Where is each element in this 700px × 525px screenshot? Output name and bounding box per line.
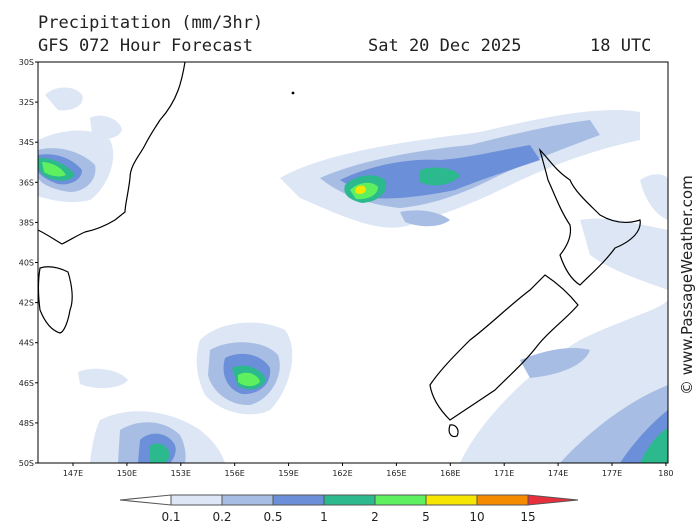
lon-label: 174E	[548, 469, 568, 478]
lon-label: 177E	[602, 469, 622, 478]
legend-label: 0.1	[161, 510, 180, 524]
legend-label: 10	[469, 510, 484, 524]
lon-label: 168E	[440, 469, 460, 478]
legend-swatch	[374, 494, 427, 506]
lat-label: 42S	[19, 299, 34, 308]
lat-label: 44S	[19, 339, 34, 348]
map-title: Precipitation (mm/3hr)	[38, 13, 264, 33]
legend-label: 0.2	[212, 510, 231, 524]
legend-swatch	[170, 494, 223, 506]
legend-label: 15	[520, 510, 535, 524]
legend-swatch	[323, 494, 376, 506]
lon-label: 153E	[171, 469, 191, 478]
legend-swatch	[221, 494, 274, 506]
legend-swatch	[272, 494, 325, 506]
legend-label: 2	[371, 510, 379, 524]
lon-label: 162E	[332, 469, 352, 478]
lon-label: 156E	[225, 469, 245, 478]
lon-label: 159E	[278, 469, 298, 478]
lat-label: 32S	[19, 98, 34, 107]
legend-swatch	[476, 494, 529, 506]
forecast-date: Sat 20 Dec 2025	[368, 36, 522, 56]
forecast-label: GFS 072 Hour Forecast	[38, 36, 253, 56]
lat-label: 36S	[19, 178, 34, 187]
legend-swatch	[425, 494, 478, 506]
legend-swatch	[527, 494, 579, 506]
lon-label: 165E	[386, 469, 406, 478]
lon-label: 180	[658, 469, 673, 478]
lat-label: 50S	[19, 459, 34, 468]
lat-label: 34S	[19, 138, 34, 147]
lon-label: 171E	[494, 469, 514, 478]
coastline	[38, 62, 641, 438]
legend-label: 5	[422, 510, 430, 524]
lon-label: 150E	[117, 469, 137, 478]
lat-label: 46S	[19, 379, 34, 388]
lat-label: 40S	[19, 259, 34, 268]
legend-swatch	[119, 494, 172, 506]
lat-label: 38S	[19, 218, 34, 227]
lat-label: 48S	[19, 419, 34, 428]
lon-label: 147E	[63, 469, 83, 478]
legend-label: 1	[320, 510, 328, 524]
forecast-time: 18 UTC	[590, 36, 652, 56]
legend-label: 0.5	[263, 510, 282, 524]
lat-label: 30S	[19, 58, 34, 67]
precipitation-field	[38, 87, 668, 463]
